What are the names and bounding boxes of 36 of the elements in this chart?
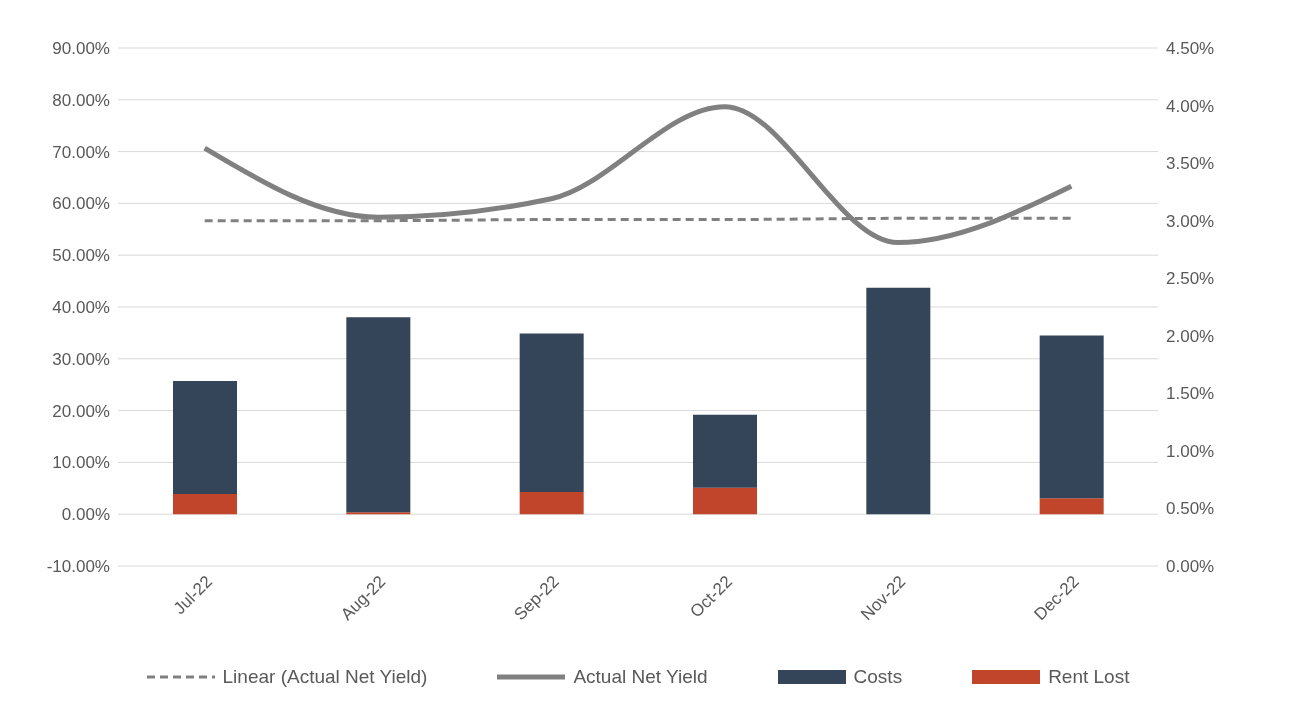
y2-tick-label: 1.00% (1166, 441, 1215, 461)
y-tick-label: 50.00% (52, 246, 110, 266)
bar (1039, 335, 1104, 499)
y-tick-label: 0.00% (61, 505, 110, 525)
y-tick-label: 40.00% (52, 298, 110, 318)
y2-tick-label: 0.00% (1166, 557, 1215, 577)
legend-label: Linear (Actual Net Yield) (222, 666, 428, 688)
bar (173, 494, 237, 515)
bar (693, 414, 757, 488)
y2-tick-label: 1.50% (1166, 384, 1215, 404)
bar (173, 381, 237, 494)
bar (346, 512, 411, 515)
y-tick-label: 20.00% (52, 401, 110, 421)
y2-tick-label: 2.50% (1166, 269, 1215, 289)
y2-tick-label: 4.00% (1166, 96, 1215, 116)
y-tick-label: 80.00% (52, 90, 110, 110)
y-tick-label: 70.00% (52, 142, 110, 162)
bar (866, 287, 931, 515)
y-tick-label: 60.00% (52, 194, 110, 214)
y2-tick-label: 3.00% (1166, 211, 1215, 231)
bar (519, 491, 584, 515)
legend-label: Costs (853, 666, 903, 688)
y-tick-label: 30.00% (52, 349, 110, 369)
y-tick-label: 90.00% (52, 39, 110, 59)
y-tick-label: -10.00% (46, 557, 110, 577)
y2-tick-label: 0.50% (1166, 499, 1215, 519)
y-tick-label: 10.00% (52, 453, 110, 473)
bar (519, 333, 584, 492)
legend-label: Actual Net Yield (573, 666, 708, 688)
legend-label: Rent Lost (1048, 666, 1130, 688)
y2-tick-label: 4.50% (1166, 39, 1215, 59)
y2-tick-label: 3.50% (1166, 154, 1215, 174)
bar (1039, 498, 1104, 515)
bar (346, 317, 411, 513)
bar (693, 487, 757, 515)
y2-tick-label: 2.00% (1166, 326, 1215, 346)
